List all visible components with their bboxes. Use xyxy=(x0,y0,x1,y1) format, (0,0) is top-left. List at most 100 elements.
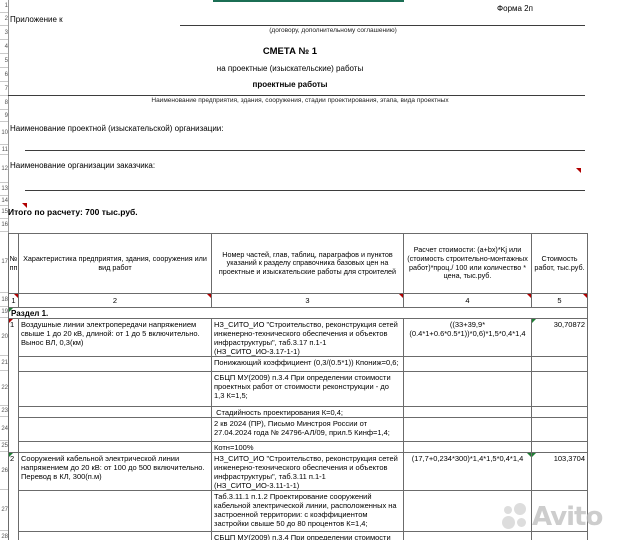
work-type-label: проектные работы xyxy=(252,80,328,89)
row-header[interactable]: 3 xyxy=(0,26,8,40)
row-header[interactable]: 4 xyxy=(0,40,8,54)
note-cell[interactable]: Таб.3.11.1 п.1.2 Проектирование сооружен… xyxy=(212,491,404,532)
item-number-cell[interactable] xyxy=(9,532,19,540)
calc-cell[interactable] xyxy=(404,491,532,532)
calc-cell[interactable]: (17,7+0,234*300)*1,4*1,5*0,4*1,4 xyxy=(404,453,532,491)
header-characteristic[interactable]: Характеристика предприятия, здания, соор… xyxy=(19,234,212,294)
section-title[interactable]: Раздел 1. xyxy=(9,308,587,319)
cost-cell[interactable] xyxy=(532,372,587,407)
table-header-row: № пп Характеристика предприятия, здания,… xyxy=(9,234,587,294)
characteristic-cell[interactable]: Сооружений кабельной электрической линии… xyxy=(19,453,212,491)
comment-marker-icon xyxy=(207,294,211,298)
row-header[interactable]: 11 xyxy=(0,145,8,155)
designer-org-underline[interactable] xyxy=(25,150,585,151)
note-cell[interactable]: СБЦП МУ(2009) п.3.4 При определении стои… xyxy=(212,532,404,540)
row-header[interactable]: 13 xyxy=(0,183,8,196)
note-cell[interactable]: 2 кв 2024 (ПР), Письмо Минстроя России о… xyxy=(212,418,404,442)
characteristic-cell[interactable] xyxy=(19,532,212,540)
cell-flag-icon xyxy=(9,453,13,457)
characteristic-cell[interactable] xyxy=(19,372,212,407)
row-header[interactable]: 28 xyxy=(0,531,8,540)
row-header[interactable]: 2 xyxy=(0,13,8,26)
comment-marker-icon xyxy=(583,294,587,298)
row-header[interactable]: 23 xyxy=(0,406,8,417)
row-header[interactable]: 27 xyxy=(0,490,8,531)
comment-marker-icon xyxy=(576,168,581,173)
header-cost[interactable]: Стоимость работ, тыс.руб. xyxy=(532,234,587,294)
calc-cell[interactable] xyxy=(404,442,532,453)
row-header[interactable]: 18 xyxy=(0,293,8,307)
row-header[interactable]: 5 xyxy=(0,54,8,68)
cost-cell[interactable]: 30,70872 xyxy=(532,319,587,357)
item-number-cell[interactable] xyxy=(9,418,19,442)
row-header[interactable]: 21 xyxy=(0,356,8,371)
characteristic-cell[interactable] xyxy=(19,407,212,418)
characteristic-cell[interactable] xyxy=(19,442,212,453)
item-number-cell[interactable] xyxy=(9,407,19,418)
note-cell[interactable]: СБЦП МУ(2009) п.3.4 При определении стои… xyxy=(212,372,404,407)
customer-org-label: Наименование организации заказчика: xyxy=(10,161,156,170)
col-number-2[interactable]: 2 xyxy=(19,294,212,308)
item-number-cell[interactable] xyxy=(9,357,19,372)
cost-cell[interactable] xyxy=(532,491,587,532)
header-num[interactable]: № пп xyxy=(9,234,19,294)
row-header[interactable]: 15 xyxy=(0,206,8,219)
calc-cell[interactable] xyxy=(404,407,532,418)
row-header[interactable]: 10 xyxy=(0,122,8,145)
cost-cell[interactable]: 103,3704 xyxy=(532,453,587,491)
row-header[interactable]: 6 xyxy=(0,68,8,82)
reference-cell[interactable]: НЗ_СИТО_ИО "Строительство, реконструкция… xyxy=(212,319,404,357)
note-cell[interactable]: Котн=100% xyxy=(212,442,404,453)
note-cell[interactable]: Понижающий коэффициент (0,3/(0.5*1)) Кпо… xyxy=(212,357,404,372)
reference-text: НЗ_СИТО_ИО "Строительство, реконструкция… xyxy=(214,454,400,481)
row-header[interactable]: 14 xyxy=(0,196,8,206)
note-cell[interactable]: Стадийность проектирования К=0,4; xyxy=(212,407,404,418)
cell-flag-icon xyxy=(532,453,536,457)
row-header[interactable]: 8 xyxy=(0,96,8,110)
cost-cell[interactable] xyxy=(532,407,587,418)
col-number-1[interactable]: 1 xyxy=(9,294,19,308)
item-number-cell[interactable] xyxy=(9,491,19,532)
characteristic-cell[interactable] xyxy=(19,491,212,532)
row-header[interactable]: 17 xyxy=(0,232,8,293)
calc-cell[interactable]: ((33+39,9*(0.4*1+0.6*0.5*1))*0,6)*1,5*0,… xyxy=(404,319,532,357)
item-number-cell[interactable]: 1 xyxy=(9,319,19,357)
cost-cell[interactable] xyxy=(532,418,587,442)
calc-cell[interactable] xyxy=(404,357,532,372)
calc-cell[interactable] xyxy=(404,418,532,442)
calc-cell[interactable] xyxy=(404,532,532,540)
item-number-cell[interactable] xyxy=(9,442,19,453)
reference-code: (НЗ_СИТО_ИО-3.17-1-1) xyxy=(214,347,300,356)
page-subtitle: на проектные (изыскательские) работы xyxy=(216,64,364,73)
row-header[interactable]: 16 xyxy=(0,219,8,232)
col-number-3[interactable]: 3 xyxy=(212,294,404,308)
reference-cell[interactable]: НЗ_СИТО_ИО "Строительство, реконструкция… xyxy=(212,453,404,491)
row-header[interactable]: 12 xyxy=(0,155,8,183)
row-header[interactable]: 19 xyxy=(0,307,8,318)
header-calc[interactable]: Расчет стоимости: (a+bx)*Kj или (стоимос… xyxy=(404,234,532,294)
cost-cell[interactable] xyxy=(532,442,587,453)
row-header[interactable]: 7 xyxy=(0,82,8,96)
note-row: Таб.3.11.1 п.1.2 Проектирование сооружен… xyxy=(9,491,587,532)
cell-flag-icon xyxy=(527,453,531,457)
customer-org-underline[interactable] xyxy=(25,190,585,191)
row-header[interactable]: 22 xyxy=(0,371,8,406)
cost-cell[interactable] xyxy=(532,357,587,372)
item-number-cell[interactable]: 2 xyxy=(9,453,19,491)
col-number-5[interactable]: 5 xyxy=(532,294,587,308)
characteristic-cell[interactable]: Воздушные линии электропередачи напряжен… xyxy=(19,319,212,357)
row-header[interactable]: 26 xyxy=(0,452,8,490)
calc-cell[interactable] xyxy=(404,372,532,407)
row-header[interactable]: 25 xyxy=(0,441,8,452)
row-header[interactable]: 24 xyxy=(0,417,8,441)
row-header[interactable]: 1 xyxy=(0,0,8,13)
col-number-4[interactable]: 4 xyxy=(404,294,532,308)
row-header[interactable]: 9 xyxy=(0,110,8,122)
characteristic-cell[interactable] xyxy=(19,357,212,372)
header-reference[interactable]: Номер частей, глав, таблиц, параграфов и… xyxy=(212,234,404,294)
note-row: Стадийность проектирования К=0,4; xyxy=(9,407,587,418)
characteristic-cell[interactable] xyxy=(19,418,212,442)
row-header[interactable]: 20 xyxy=(0,318,8,356)
item-number-cell[interactable] xyxy=(9,372,19,407)
